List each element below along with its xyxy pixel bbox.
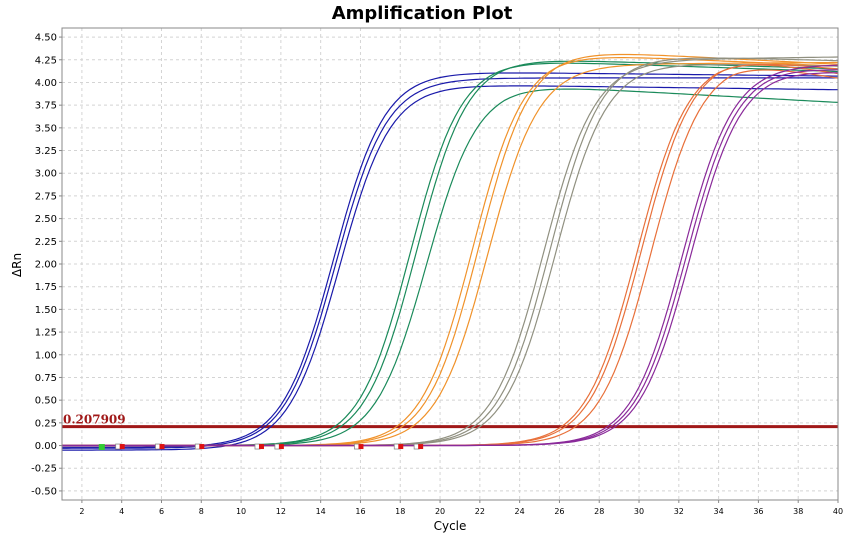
x-tick-label: 20: [435, 507, 445, 516]
y-tick-label: 2.50: [35, 214, 57, 225]
x-tick-label: 6: [159, 507, 164, 516]
series-line-1[interactable]: [62, 77, 838, 449]
y-tick-label: 3.00: [35, 169, 57, 180]
x-tick-label: 34: [714, 507, 724, 516]
y-tick-label: 1.75: [35, 282, 57, 293]
x-tick-label: 30: [634, 507, 644, 516]
y-tick-label: 4.50: [35, 33, 57, 44]
x-tick-label: 12: [276, 507, 286, 516]
y-tick-label: 1.00: [35, 350, 57, 361]
y-tick-label: 3.25: [35, 146, 57, 157]
baseline-end-marker[interactable]: [398, 444, 404, 450]
x-tick-label: 4: [119, 507, 124, 516]
threshold-label: 0.207909: [63, 413, 126, 427]
x-tick-label: 14: [316, 507, 326, 516]
y-tick-label: 4.00: [35, 78, 57, 89]
x-tick-label: 36: [753, 507, 763, 516]
y-tick-label: 2.25: [35, 237, 57, 248]
x-tick-label: 38: [793, 507, 803, 516]
y-tick-label: 1.25: [35, 328, 57, 339]
x-tick-label: 10: [236, 507, 246, 516]
y-tick-label: 4.25: [35, 55, 57, 66]
y-tick-label: -0.25: [31, 464, 57, 475]
x-tick-label: 8: [199, 507, 204, 516]
baseline-end-marker[interactable]: [159, 444, 165, 450]
y-tick-label: 2.00: [35, 260, 57, 271]
y-axis-ticks: -0.50 -0.25 0.00 0.25 0.50 0.75 1.00 1.25 1.50 1.…: [31, 33, 62, 497]
y-tick-label: 0.50: [35, 396, 57, 407]
baseline-end-marker[interactable]: [358, 444, 364, 450]
series-line-2[interactable]: [62, 85, 838, 451]
x-tick-label: 18: [395, 507, 405, 516]
x-axis-ticks: 2 4 6 8 10 12 14 16 18 20 22 24 26 28 30 32 34 36 38 40: [79, 500, 843, 516]
x-tick-label: 28: [594, 507, 604, 516]
y-tick-label: 3.50: [35, 123, 57, 134]
baseline-end-marker[interactable]: [119, 444, 125, 450]
y-axis-label: ΔRn: [10, 253, 24, 277]
baseline-marker-active[interactable]: [98, 444, 105, 451]
threshold: 0.207909: [62, 413, 838, 429]
x-tick-label: 40: [833, 507, 843, 516]
series-group: [62, 53, 839, 451]
baseline-end-marker[interactable]: [199, 444, 205, 450]
grid: [62, 28, 839, 500]
y-tick-label: 1.50: [35, 305, 57, 316]
baseline-end-marker[interactable]: [278, 444, 284, 450]
x-tick-label: 26: [554, 507, 564, 516]
x-tick-label: 24: [515, 507, 525, 516]
x-tick-label: 2: [79, 507, 84, 516]
baseline-end-marker[interactable]: [258, 444, 264, 450]
chart-title: Amplification Plot: [332, 3, 513, 24]
baseline-end-marker[interactable]: [418, 444, 424, 450]
baseline-markers: [98, 443, 424, 451]
y-tick-label: 2.75: [35, 191, 57, 202]
x-tick-label: 22: [475, 507, 485, 516]
series-line-18[interactable]: [62, 72, 839, 447]
y-tick-label: -0.50: [31, 486, 57, 497]
x-tick-label: 32: [674, 507, 684, 516]
y-tick-label: 3.75: [35, 101, 57, 112]
y-tick-label: 0.25: [35, 418, 57, 429]
y-tick-label: 0.00: [35, 441, 57, 452]
x-tick-label: 16: [355, 507, 365, 516]
y-tick-label: 0.75: [35, 373, 57, 384]
x-axis-label: Cycle: [434, 519, 467, 533]
